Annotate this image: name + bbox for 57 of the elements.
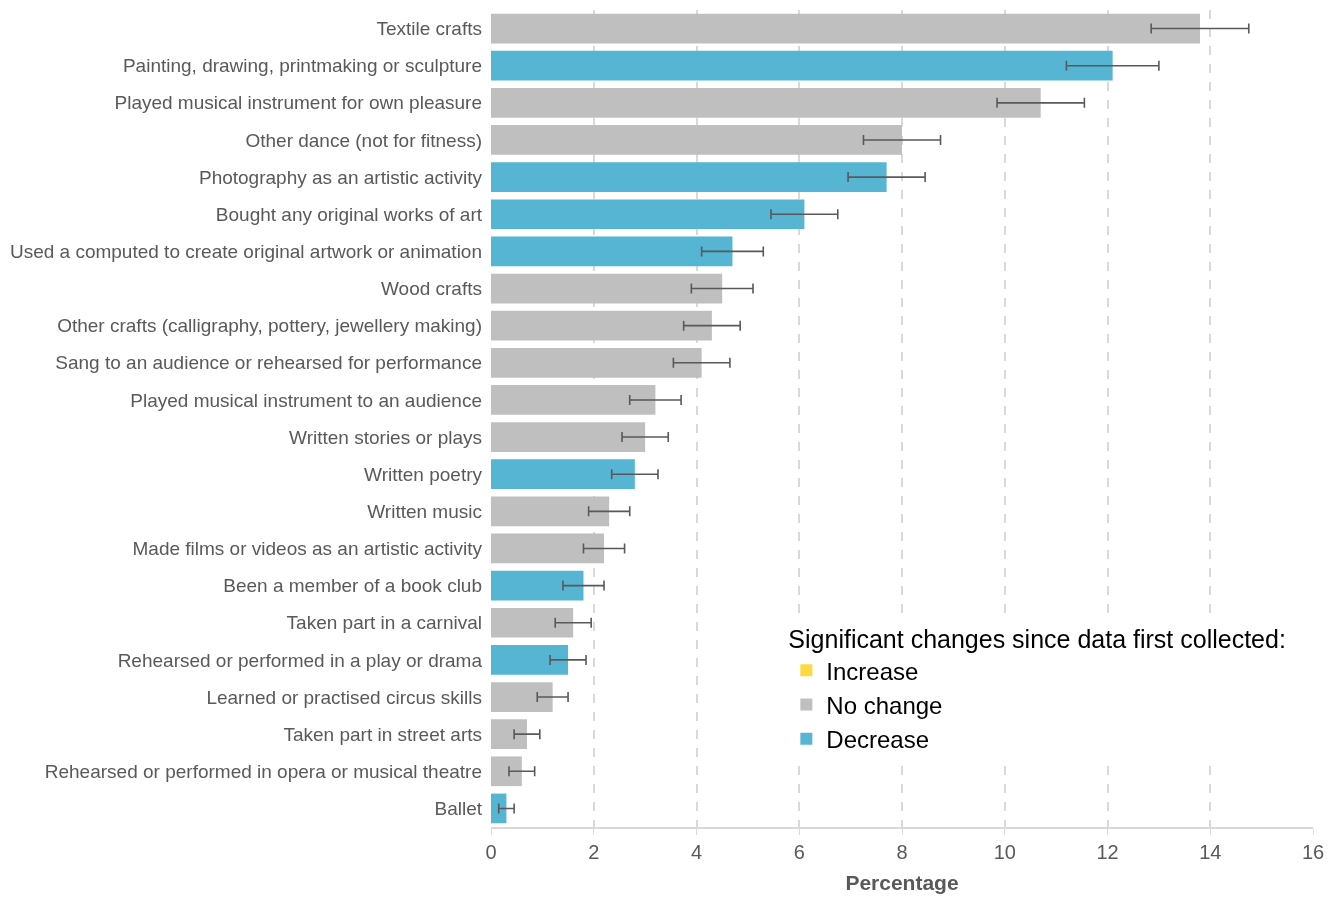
bar [491, 162, 887, 192]
x-tick-label: 2 [588, 840, 600, 863]
y-tick-label: Painting, drawing, printmaking or sculpture [122, 55, 482, 77]
y-tick-label: Taken part in street arts [283, 723, 482, 745]
legend-label: No change [826, 691, 943, 719]
y-tick-label: Bought any original works of art [215, 203, 483, 225]
y-tick-label: Photography as an artistic activity [198, 166, 483, 188]
x-tick-label: 10 [993, 840, 1016, 863]
y-tick-label: Rehearsed or performed in a play or drama [117, 649, 483, 671]
x-tick-label: 12 [1096, 840, 1119, 863]
y-tick-label: Other dance (not for fitness) [245, 129, 482, 151]
y-tick-label: Learned or practised circus skills [206, 686, 482, 708]
y-tick-label: Other crafts (calligraphy, pottery, jewellery making) [57, 315, 482, 337]
y-tick-label: Written music [367, 500, 482, 522]
x-tick-label: 14 [1199, 840, 1222, 863]
x-tick-label: 6 [793, 840, 805, 863]
y-tick-label: Wood crafts [380, 278, 482, 300]
y-tick-label: Used a computed to create original artwork or animation [9, 241, 482, 263]
y-tick-label: Taken part in a carnival [286, 612, 482, 634]
bar [491, 459, 635, 490]
x-axis-title: Percentage [845, 871, 959, 895]
bar [491, 385, 656, 415]
bar [491, 125, 902, 155]
x-tick-label: 0 [485, 840, 497, 863]
bar [491, 719, 527, 750]
bar [491, 533, 605, 564]
y-tick-label: Ballet [434, 798, 483, 820]
legend-title: Significant changes since data first collected: [788, 625, 1286, 654]
bar [491, 50, 1113, 81]
y-tick-label: Made films or videos as an artistic activity [132, 538, 483, 560]
bar [491, 13, 1200, 44]
bar [491, 236, 733, 267]
x-tick-label: 8 [896, 840, 908, 863]
bar [491, 199, 805, 230]
y-tick-label: Rehearsed or performed in opera or musical theatre [44, 760, 482, 782]
bar [491, 756, 522, 787]
y-tick-label: Played musical instrument to an audience [130, 389, 482, 411]
bar [491, 645, 569, 675]
bar [491, 422, 646, 452]
y-tick-label: Written stories or plays [289, 426, 482, 448]
bar [491, 496, 610, 527]
y-tick-label: Been a member of a book club [223, 575, 482, 597]
legend-label: Decrease [826, 726, 930, 753]
bar [491, 310, 712, 341]
bar [491, 87, 1041, 118]
y-tick-label: Played musical instrument for own pleasure [114, 92, 482, 114]
bar [491, 347, 702, 378]
bar [491, 273, 723, 304]
y-tick-label: Written poetry [364, 463, 483, 485]
bar [491, 570, 584, 601]
x-tick-label: 16 [1301, 840, 1325, 863]
bar [491, 682, 553, 712]
y-tick-label: Sang to an audience or rehearsed for performance [55, 352, 482, 374]
y-tick-label: Textile crafts [376, 18, 482, 40]
bar [491, 607, 574, 638]
legend-label: Increase [826, 657, 919, 685]
x-tick-label: 4 [690, 840, 703, 863]
